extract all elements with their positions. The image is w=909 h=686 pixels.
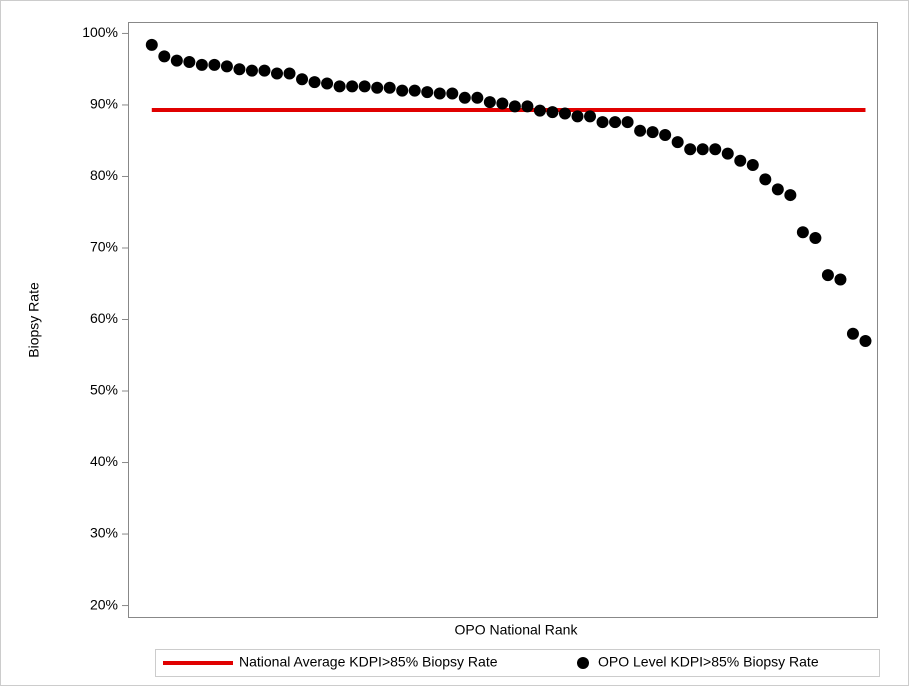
point (396, 84, 409, 97)
legend (155, 649, 880, 677)
point (258, 64, 271, 77)
point (846, 327, 859, 340)
point (183, 56, 196, 69)
point (859, 334, 872, 347)
point (371, 81, 384, 94)
point (333, 80, 346, 93)
point (308, 76, 321, 89)
point (296, 73, 309, 86)
point (508, 100, 521, 113)
point (421, 86, 434, 99)
point (759, 173, 772, 186)
point (721, 147, 734, 160)
point (771, 183, 784, 196)
point (809, 231, 822, 244)
point (684, 143, 697, 156)
y-tick-label: 20% (90, 596, 118, 612)
y-tick-label: 50% (90, 382, 118, 398)
point (784, 189, 797, 202)
point (346, 80, 359, 93)
point (571, 110, 584, 123)
point (558, 107, 571, 120)
point (383, 81, 396, 94)
point (408, 84, 421, 97)
point (158, 50, 171, 63)
point (646, 126, 659, 139)
point (458, 91, 471, 104)
point (821, 269, 834, 282)
point (270, 67, 283, 80)
y-tick-label: 80% (90, 167, 118, 183)
point (145, 38, 158, 51)
point (170, 54, 183, 67)
point (696, 143, 709, 156)
point (283, 67, 296, 80)
point (483, 96, 496, 109)
point (621, 116, 634, 129)
y-tick-label: 40% (90, 453, 118, 469)
point (671, 136, 684, 149)
legend-label: National Average KDPI>85% Biopsy Rate (239, 654, 498, 670)
point (596, 116, 609, 129)
point (584, 110, 597, 123)
point (358, 80, 371, 93)
point (321, 77, 334, 90)
point (834, 273, 847, 286)
point (734, 154, 747, 167)
point (195, 58, 208, 71)
y-tick-label: 100% (82, 24, 118, 40)
point (746, 159, 759, 172)
point (471, 91, 484, 104)
point (533, 104, 546, 117)
point (446, 87, 459, 100)
point (233, 63, 246, 76)
y-tick-label: 30% (90, 525, 118, 541)
plot-area (128, 22, 878, 618)
point (796, 226, 809, 239)
point (433, 87, 446, 100)
legend-swatch (577, 657, 589, 669)
point (659, 128, 672, 141)
y-tick-label: 70% (90, 239, 118, 255)
point (245, 64, 258, 77)
point (208, 58, 221, 71)
x-axis-label: OPO National Rank (455, 622, 579, 638)
point (634, 124, 647, 137)
point (709, 143, 722, 156)
y-axis-label: Biopsy Rate (26, 282, 42, 358)
y-tick-label: 90% (90, 96, 118, 112)
point (220, 60, 233, 73)
point (609, 116, 622, 129)
point (521, 100, 534, 113)
y-tick-label: 60% (90, 310, 118, 326)
legend-label: OPO Level KDPI>85% Biopsy Rate (598, 654, 819, 670)
point (546, 106, 559, 119)
point (496, 97, 509, 110)
